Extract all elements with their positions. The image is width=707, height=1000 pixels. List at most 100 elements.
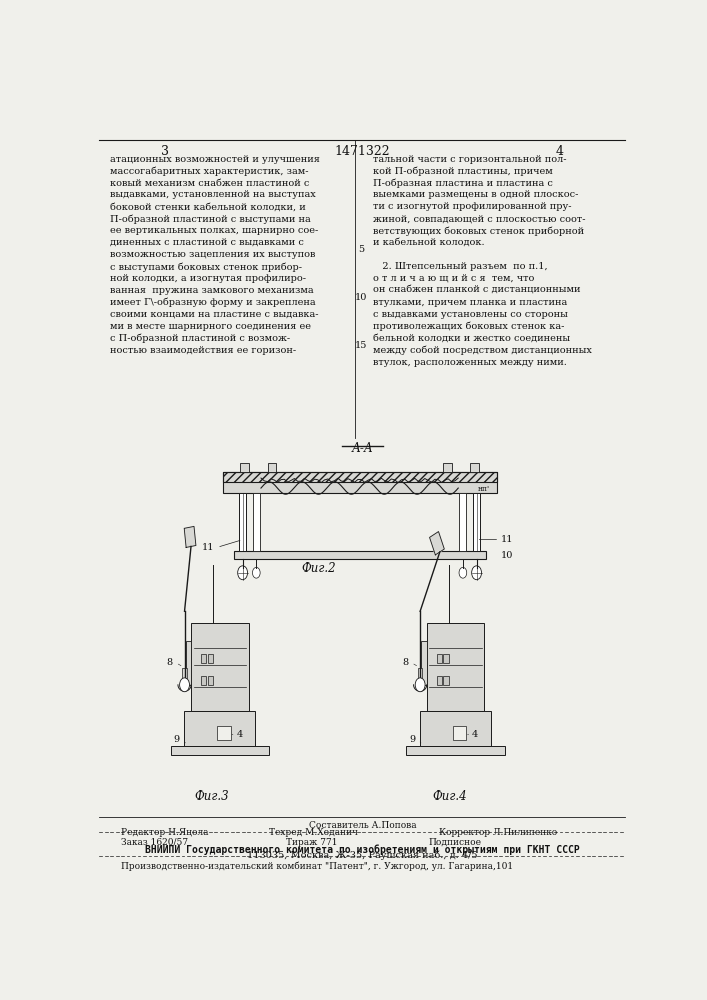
Bar [437, 654, 442, 663]
Bar [470, 463, 479, 472]
Bar [443, 676, 449, 685]
Bar [182, 668, 187, 678]
Bar [267, 463, 276, 472]
Circle shape [415, 678, 425, 692]
Text: возможностью зацепления их выступов: возможностью зацепления их выступов [110, 250, 315, 259]
Bar [427, 623, 484, 711]
Text: выемками размещены в одной плоскос-: выемками размещены в одной плоскос- [373, 190, 578, 199]
Text: с П-образной пластиной с возмож-: с П-образной пластиной с возмож- [110, 334, 291, 343]
Text: Фиг.4: Фиг.4 [433, 790, 467, 803]
Text: Редактор Н.Яцола: Редактор Н.Яцола [122, 828, 209, 837]
Bar [460, 493, 467, 551]
Polygon shape [185, 526, 196, 547]
Bar [443, 654, 449, 663]
Text: атационных возможностей и улучшения: атационных возможностей и улучшения [110, 155, 320, 164]
Text: ностью взаимодействия ее горизон-: ностью взаимодействия ее горизон- [110, 346, 296, 355]
Text: 4: 4 [556, 145, 563, 158]
Bar [185, 711, 255, 746]
Text: 8: 8 [402, 658, 408, 667]
Bar [253, 493, 260, 551]
Text: П-образная пластина и пластина с: П-образная пластина и пластина с [373, 179, 553, 188]
Text: Корректор Л.Пилипенко: Корректор Л.Пилипенко [439, 828, 557, 837]
Text: А-А: А-А [351, 442, 373, 455]
Text: тальной части с горизонтальной пол-: тальной части с горизонтальной пол- [373, 155, 567, 164]
Text: боковой стенки кабельной колодки, и: боковой стенки кабельной колодки, и [110, 202, 306, 211]
Text: 10: 10 [501, 551, 513, 560]
Text: втулками, причем планка и пластина: втулками, причем планка и пластина [373, 298, 568, 307]
Text: 4: 4 [236, 730, 243, 739]
Text: втулок, расположенных между ними.: втулок, расположенных между ними. [373, 358, 567, 367]
Bar [233, 551, 486, 559]
Text: он снабжен планкой с дистанционными: он снабжен планкой с дистанционными [373, 286, 580, 295]
Text: Заказ 1620/57: Заказ 1620/57 [122, 838, 188, 847]
Text: 113035, Москва, Ж-35, Раушская наб., д. 4/5: 113035, Москва, Ж-35, Раушская наб., д. … [247, 851, 478, 860]
Text: массогабаритных характеристик, зам-: массогабаритных характеристик, зам- [110, 167, 309, 176]
Text: 9: 9 [174, 735, 180, 744]
Bar [421, 641, 427, 685]
Text: с выступами боковых стенок прибор-: с выступами боковых стенок прибор- [110, 262, 303, 272]
Bar [452, 726, 467, 740]
Circle shape [252, 567, 260, 578]
Text: ее вертикальных полках, шарнирно сое-: ее вертикальных полках, шарнирно сое- [110, 226, 319, 235]
Bar [473, 493, 480, 551]
Text: ванная  пружина замкового механизма: ванная пружина замкового механизма [110, 286, 314, 295]
Text: 3: 3 [161, 145, 169, 158]
Text: ковый механизм снабжен пластиной с: ковый механизм снабжен пластиной с [110, 179, 310, 188]
Text: между собой посредством дистанционных: между собой посредством дистанционных [373, 346, 592, 355]
Text: Техред М.Ходанич: Техред М.Ходанич [269, 828, 358, 837]
Text: Подписное: Подписное [428, 838, 481, 847]
Bar [223, 472, 496, 482]
Bar [407, 746, 505, 755]
Bar [418, 668, 422, 678]
Text: ветствующих боковых стенок приборной: ветствующих боковых стенок приборной [373, 226, 585, 236]
Text: 11: 11 [501, 535, 513, 544]
Text: нп': нп' [477, 485, 489, 493]
Text: 8: 8 [166, 658, 173, 667]
Text: 10: 10 [355, 293, 368, 302]
Text: Составитель А.Попова: Составитель А.Попова [308, 821, 416, 830]
Text: Фиг.2: Фиг.2 [301, 562, 336, 575]
Text: 15: 15 [355, 341, 368, 350]
Bar [420, 711, 491, 746]
Text: диненных с пластиной с выдавками с: диненных с пластиной с выдавками с [110, 238, 304, 247]
Text: с выдавками установлены со стороны: с выдавками установлены со стороны [373, 310, 568, 319]
Bar [217, 726, 231, 740]
Bar [223, 472, 496, 493]
Bar [437, 676, 442, 685]
Bar [240, 463, 249, 472]
Text: имеет Г\-образную форму и закреплена: имеет Г\-образную форму и закреплена [110, 298, 316, 307]
Bar [170, 746, 269, 755]
Text: ной колодки, а изогнутая профилиро-: ной колодки, а изогнутая профилиро- [110, 274, 306, 283]
Text: 1471322: 1471322 [334, 145, 390, 158]
Bar [443, 463, 452, 472]
Text: Фиг.3: Фиг.3 [194, 790, 229, 803]
Bar [223, 472, 496, 482]
Text: 11: 11 [202, 543, 214, 552]
Text: бельной колодки и жестко соединены: бельной колодки и жестко соединены [373, 334, 571, 343]
Text: 2. Штепсельный разъем  по п.1,: 2. Штепсельный разъем по п.1, [373, 262, 548, 271]
Circle shape [472, 566, 481, 580]
Text: своими концами на пластине с выдавка-: своими концами на пластине с выдавка- [110, 310, 319, 319]
Text: и кабельной колодок.: и кабельной колодок. [373, 238, 485, 247]
Text: выдавками, установленной на выступах: выдавками, установленной на выступах [110, 190, 316, 199]
Bar [191, 623, 249, 711]
Text: жиной, совпадающей с плоскостью соот-: жиной, совпадающей с плоскостью соот- [373, 214, 586, 223]
Text: о т л и ч а ю щ и й с я  тем, что: о т л и ч а ю щ и й с я тем, что [373, 274, 534, 283]
Bar [201, 654, 206, 663]
Text: 4: 4 [472, 730, 478, 739]
Text: кой П-образной пластины, причем: кой П-образной пластины, причем [373, 167, 553, 176]
Text: ти с изогнутой профилированной пру-: ти с изогнутой профилированной пру- [373, 202, 572, 211]
Text: 5: 5 [358, 245, 364, 254]
Bar [201, 676, 206, 685]
Text: противолежащих боковых стенок ка-: противолежащих боковых стенок ка- [373, 322, 565, 331]
Text: П-образной пластиной с выступами на: П-образной пластиной с выступами на [110, 214, 311, 224]
Circle shape [459, 567, 467, 578]
Text: 9: 9 [409, 735, 416, 744]
Circle shape [180, 678, 189, 692]
Bar [186, 641, 191, 685]
Text: ВНИИПИ Государственного комитета по изобретениям и открытиям при ГКНТ СССР: ВНИИПИ Государственного комитета по изоб… [145, 845, 580, 855]
Text: Тираж 771: Тираж 771 [286, 838, 337, 847]
Bar [239, 493, 246, 551]
Text: ми в месте шарнирного соединения ее: ми в месте шарнирного соединения ее [110, 322, 311, 331]
Bar [208, 676, 213, 685]
